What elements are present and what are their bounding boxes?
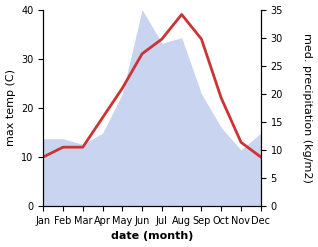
- Y-axis label: med. precipitation (kg/m2): med. precipitation (kg/m2): [302, 33, 313, 183]
- X-axis label: date (month): date (month): [111, 231, 193, 242]
- Y-axis label: max temp (C): max temp (C): [5, 69, 16, 146]
